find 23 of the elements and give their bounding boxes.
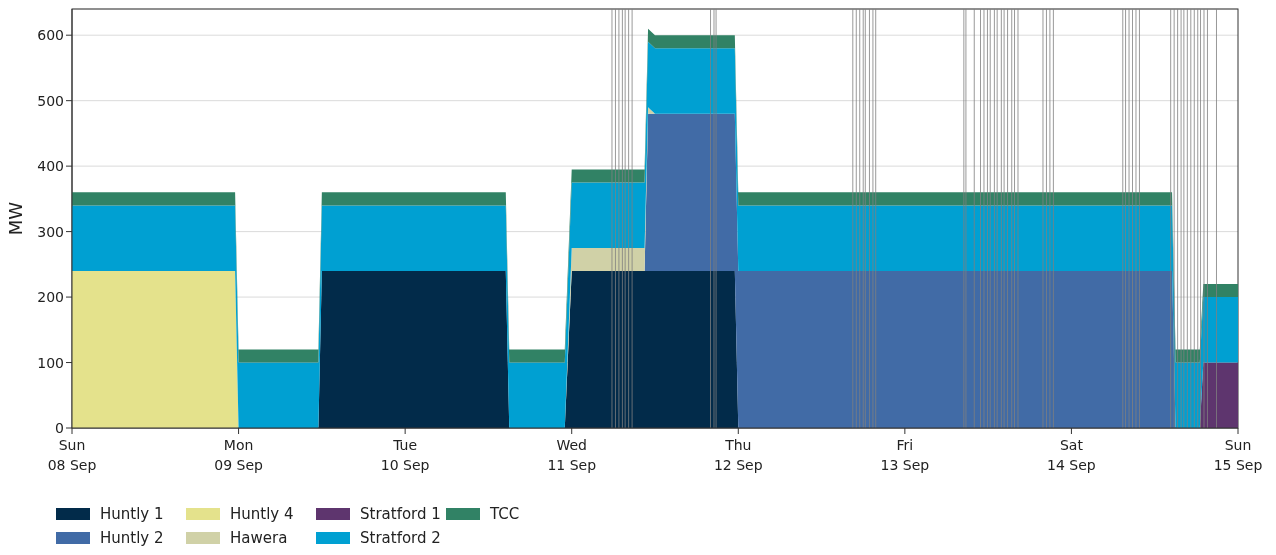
x-tick-label: Tue 10 Sep — [380, 437, 430, 473]
y-tick-label: 400 — [37, 158, 64, 175]
x-tick-label: Fri 13 Sep — [880, 437, 930, 473]
x-tick-label: Sun 15 Sep — [1213, 437, 1263, 473]
legend-label: Huntly 2 — [100, 529, 164, 547]
x-tick-label: Wed 11 Sep — [547, 437, 597, 473]
legend-label: Stratford 1 — [360, 505, 441, 523]
y-tick-label: 0 — [55, 419, 64, 436]
legend-label: TCC — [490, 505, 520, 523]
y-tick-label: 200 — [37, 289, 64, 306]
y-axis-title: MW — [5, 201, 27, 236]
y-tick-label: 100 — [37, 354, 64, 371]
x-tick-label: Sat 14 Sep — [1047, 437, 1096, 473]
x-tick-label: Thu 12 Sep — [713, 437, 763, 473]
y-tick-label: 300 — [37, 223, 64, 240]
legend-label: Stratford 2 — [360, 529, 441, 547]
legend-label: Hawera — [230, 529, 288, 547]
x-tick-label: Sun 08 Sep — [47, 437, 97, 473]
y-tick-label: 500 — [37, 92, 64, 109]
x-tick-label: Mon 09 Sep — [214, 437, 264, 473]
legend-label: Huntly 1 — [100, 505, 164, 523]
y-tick-label: 600 — [37, 27, 64, 44]
legend-label: Huntly 4 — [230, 505, 294, 523]
